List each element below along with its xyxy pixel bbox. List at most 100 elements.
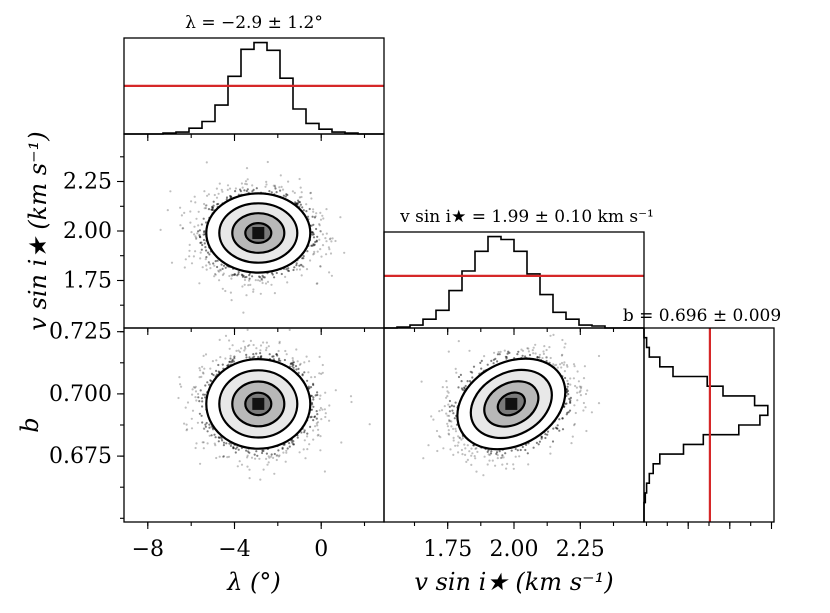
scatter-point	[267, 455, 270, 458]
scatter-point	[312, 396, 315, 399]
scatter-point	[190, 417, 193, 420]
scatter-point	[288, 445, 291, 448]
scatter-point	[278, 357, 281, 360]
scatter-point	[325, 208, 328, 211]
scatter-point	[237, 271, 240, 274]
scatter-point	[268, 353, 271, 356]
scatter-point	[265, 349, 268, 352]
scatter-point	[192, 255, 195, 258]
scatter-point	[248, 451, 251, 454]
scatter-point	[286, 281, 289, 284]
scatter-point	[246, 188, 249, 191]
scatter-point	[190, 427, 194, 430]
scatter-point	[306, 435, 309, 438]
scatter-point	[230, 273, 233, 276]
scatter-point	[300, 195, 303, 199]
scatter-point	[217, 269, 220, 272]
scatter-point	[180, 214, 183, 217]
scatter-point	[284, 195, 287, 198]
scatter-point	[310, 394, 313, 397]
scatter-point	[216, 203, 219, 206]
scatter-point	[308, 207, 311, 211]
scatter-point	[275, 271, 278, 275]
scatter-point	[284, 460, 287, 463]
scatter-point	[302, 209, 305, 212]
scatter-point	[297, 201, 300, 204]
scatter-point	[334, 239, 337, 243]
scatter-point	[318, 223, 321, 226]
scatter-point	[222, 272, 225, 275]
scatter-point	[310, 197, 313, 200]
scatter-point	[316, 413, 319, 416]
scatter-point	[222, 455, 225, 458]
scatter-point	[248, 344, 251, 347]
scatter-point	[282, 194, 285, 197]
scatter-point	[255, 450, 258, 453]
scatter-point	[314, 240, 317, 244]
scatter-point	[316, 434, 319, 437]
scatter-point	[299, 203, 302, 206]
scatter-point	[203, 190, 206, 193]
scatter-point	[201, 371, 205, 374]
scatter-point	[244, 182, 247, 185]
scatter-point	[215, 359, 218, 362]
scatter-point	[298, 196, 301, 199]
scatter-point	[252, 343, 255, 347]
scatter-point	[286, 269, 289, 272]
scatter-point	[218, 338, 221, 341]
scatter-point	[213, 193, 216, 197]
scatter-point	[214, 436, 217, 439]
scatter-vsini-lambda	[159, 160, 346, 314]
scatter-point	[298, 177, 301, 181]
scatter-point	[280, 185, 283, 188]
scatter-point	[263, 276, 266, 279]
scatter-point	[249, 339, 252, 342]
scatter-point	[195, 236, 198, 239]
scatter-point	[303, 361, 306, 364]
scatter-point	[266, 160, 269, 164]
scatter-point	[212, 204, 215, 207]
scatter-point	[222, 264, 226, 267]
density-peak	[252, 227, 265, 239]
scatter-point	[278, 186, 281, 189]
scatter-point	[206, 442, 209, 445]
scatter-point	[246, 456, 249, 459]
scatter-point	[229, 291, 232, 294]
scatter-point	[204, 246, 207, 249]
scatter-point	[309, 259, 312, 262]
scatter-point	[202, 238, 206, 242]
scatter-point	[201, 243, 204, 247]
scatter-point	[219, 269, 222, 272]
scatter-point	[255, 187, 258, 190]
scatter-point	[219, 268, 222, 271]
scatter-point	[229, 354, 232, 357]
scatter-point	[217, 363, 220, 367]
scatter-point	[321, 233, 324, 236]
scatter-point	[321, 244, 325, 247]
scatter-point	[312, 398, 315, 401]
scatter-point	[259, 352, 262, 355]
scatter-point	[313, 243, 316, 246]
scatter-point	[198, 376, 201, 379]
scatter-point	[218, 279, 221, 282]
scatter-point	[311, 244, 314, 247]
scatter-point	[204, 207, 208, 210]
scatter-point	[301, 265, 304, 268]
scatter-point	[274, 187, 277, 190]
scatter-point	[298, 451, 301, 454]
scatter-point	[322, 217, 325, 220]
scatter-point	[240, 182, 243, 185]
scatter-point	[234, 190, 237, 193]
scatter-point	[227, 455, 231, 458]
scatter-point	[273, 292, 276, 295]
scatter-point	[298, 264, 301, 267]
scatter-point	[233, 273, 236, 276]
scatter-point	[312, 208, 315, 211]
scatter-point	[251, 184, 254, 187]
scatter-point	[291, 441, 294, 444]
scatter-point	[186, 401, 190, 404]
scatter-point	[205, 268, 208, 271]
title-vsini: v sin i★ = 1.99 ± 0.10 km s⁻¹	[399, 207, 654, 227]
scatter-point	[259, 349, 262, 352]
scatter-point	[266, 280, 270, 283]
